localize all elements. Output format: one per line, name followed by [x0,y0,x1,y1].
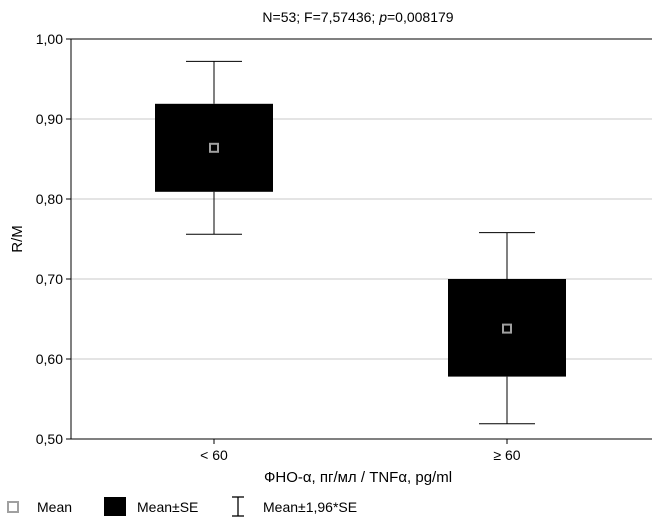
legend-label: Mean [37,499,72,515]
y-tick-label: 0,90 [36,111,63,127]
chart-title-part: p [378,9,387,25]
legend: Mean Mean±SE Mean±1,96*SE [7,496,357,517]
boxes [155,60,566,425]
legend-label: Mean±1,96*SE [263,499,357,515]
y-axis-title: R/M [9,225,26,253]
box-group [448,232,566,425]
legend-label: Mean±SE [137,499,198,515]
legend-se-icon [104,497,126,516]
y-tick-label: 0,70 [36,271,63,287]
y-tick-label: 0,50 [36,431,63,447]
box-group [155,60,273,235]
y-tick-label: 0,60 [36,351,63,367]
mean-marker [502,323,512,334]
y-axis: 0,50 0,60 0,70 0,80 0,90 1,00 [36,31,71,447]
plot-area [70,38,652,440]
chart-title-part: N=53; F=7,57436; [262,9,379,25]
y-tick-label: 0,80 [36,191,63,207]
chart-title: N=53; F=7,57436; p=0,008179 [262,9,453,25]
x-axis-title: ФНО-α, пг/мл / TNFα, pg/ml [264,469,452,486]
x-tick-label: ≥ 60 [493,447,520,463]
y-tick-label: 1,00 [36,31,63,47]
x-axis: < 60 ≥ 60 [200,439,521,463]
plot-frame [70,38,652,440]
x-tick-label: < 60 [200,447,228,463]
mean-marker [209,142,219,153]
legend-mean-icon [7,501,19,513]
chart-title-part: =0,008179 [387,9,454,25]
